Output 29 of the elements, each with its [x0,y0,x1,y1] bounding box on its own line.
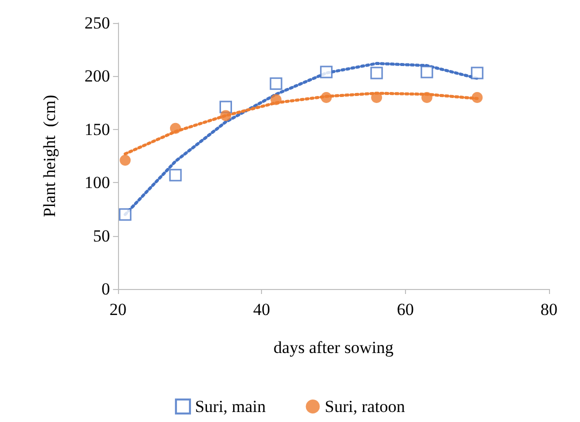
point [169,168,182,182]
point [120,154,131,166]
x-axis-title: days after sowing [274,338,394,357]
y-tick-label: 250 [84,14,110,32]
y-tick-label: 200 [84,66,110,86]
point [220,110,232,122]
point [270,94,282,106]
point [270,77,282,90]
y-axis-title: Plant height (cm) [40,94,59,218]
point [370,66,383,80]
point [421,92,432,103]
point [371,92,382,103]
point [472,92,483,103]
x-tick-label: 60 [396,300,414,319]
y-tick-label: 0 [102,280,110,298]
y-tick-label: 100 [84,173,110,192]
point [170,122,181,134]
point [420,66,434,78]
legend-label: Suri, ratoon [324,397,406,416]
point [470,66,484,80]
point [320,66,333,78]
x-tick-label: 20 [110,300,126,319]
point [118,208,132,221]
legend-label: Suri, main [194,397,266,416]
x-tick-label: 40 [253,300,270,319]
y-tick-label: 150 [84,120,110,139]
x-tick-label: 80 [540,300,558,319]
point [320,92,332,103]
y-tick-label: 50 [93,226,110,246]
